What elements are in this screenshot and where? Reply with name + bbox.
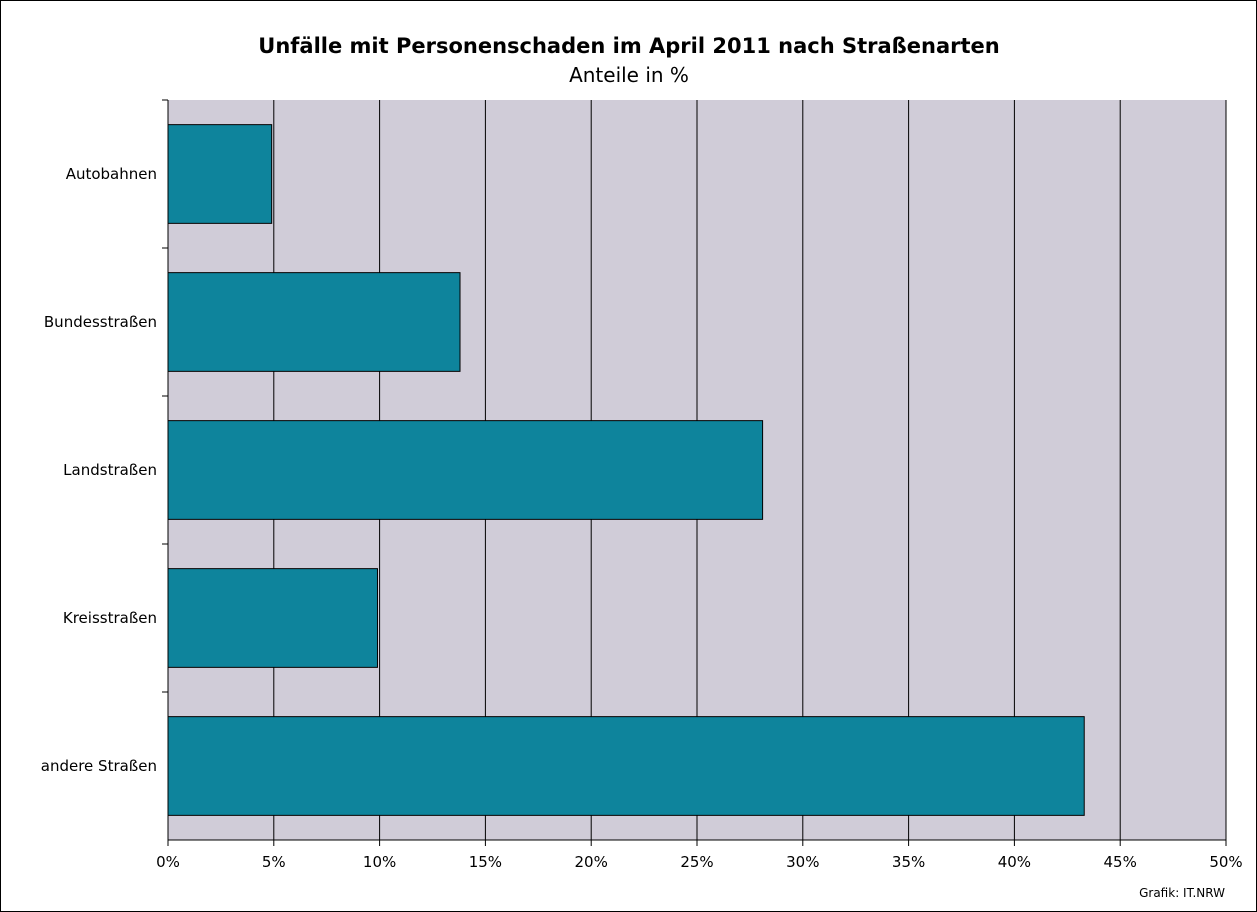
category-label: Kreisstraßen bbox=[63, 609, 157, 627]
x-tick-label: 20% bbox=[575, 853, 608, 871]
x-tick-label: 15% bbox=[469, 853, 502, 871]
category-label: Landstraßen bbox=[63, 461, 157, 479]
category-label: andere Straßen bbox=[41, 757, 157, 775]
axes bbox=[162, 99, 1227, 846]
bar bbox=[167, 124, 273, 224]
bar bbox=[167, 420, 764, 520]
chart-title: Unfälle mit Personenschaden im April 201… bbox=[258, 34, 999, 58]
x-tick-label: 5% bbox=[262, 853, 286, 871]
chart-subtitle: Anteile in % bbox=[569, 63, 689, 87]
x-tick-label: 0% bbox=[156, 853, 180, 871]
bar bbox=[167, 272, 461, 372]
x-tick-label: 30% bbox=[786, 853, 819, 871]
x-tick-label: 40% bbox=[998, 853, 1031, 871]
bar bbox=[167, 716, 1085, 816]
x-tick-label: 25% bbox=[680, 853, 713, 871]
bar bbox=[167, 568, 378, 668]
x-tick-label: 10% bbox=[363, 853, 396, 871]
category-label: Autobahnen bbox=[66, 165, 157, 183]
x-tick-label: 35% bbox=[892, 853, 925, 871]
x-tick-label: 50% bbox=[1209, 853, 1242, 871]
bars bbox=[167, 124, 1085, 816]
x-tick-label: 45% bbox=[1104, 853, 1137, 871]
labels: 0% 5% 10% 15% 20% 25% 30% 35% 40% 45% 50% Autobahne… bbox=[41, 165, 1243, 871]
source-credit: Grafik: IT.NRW bbox=[1139, 886, 1225, 900]
category-label: Bundesstraßen bbox=[44, 313, 157, 331]
